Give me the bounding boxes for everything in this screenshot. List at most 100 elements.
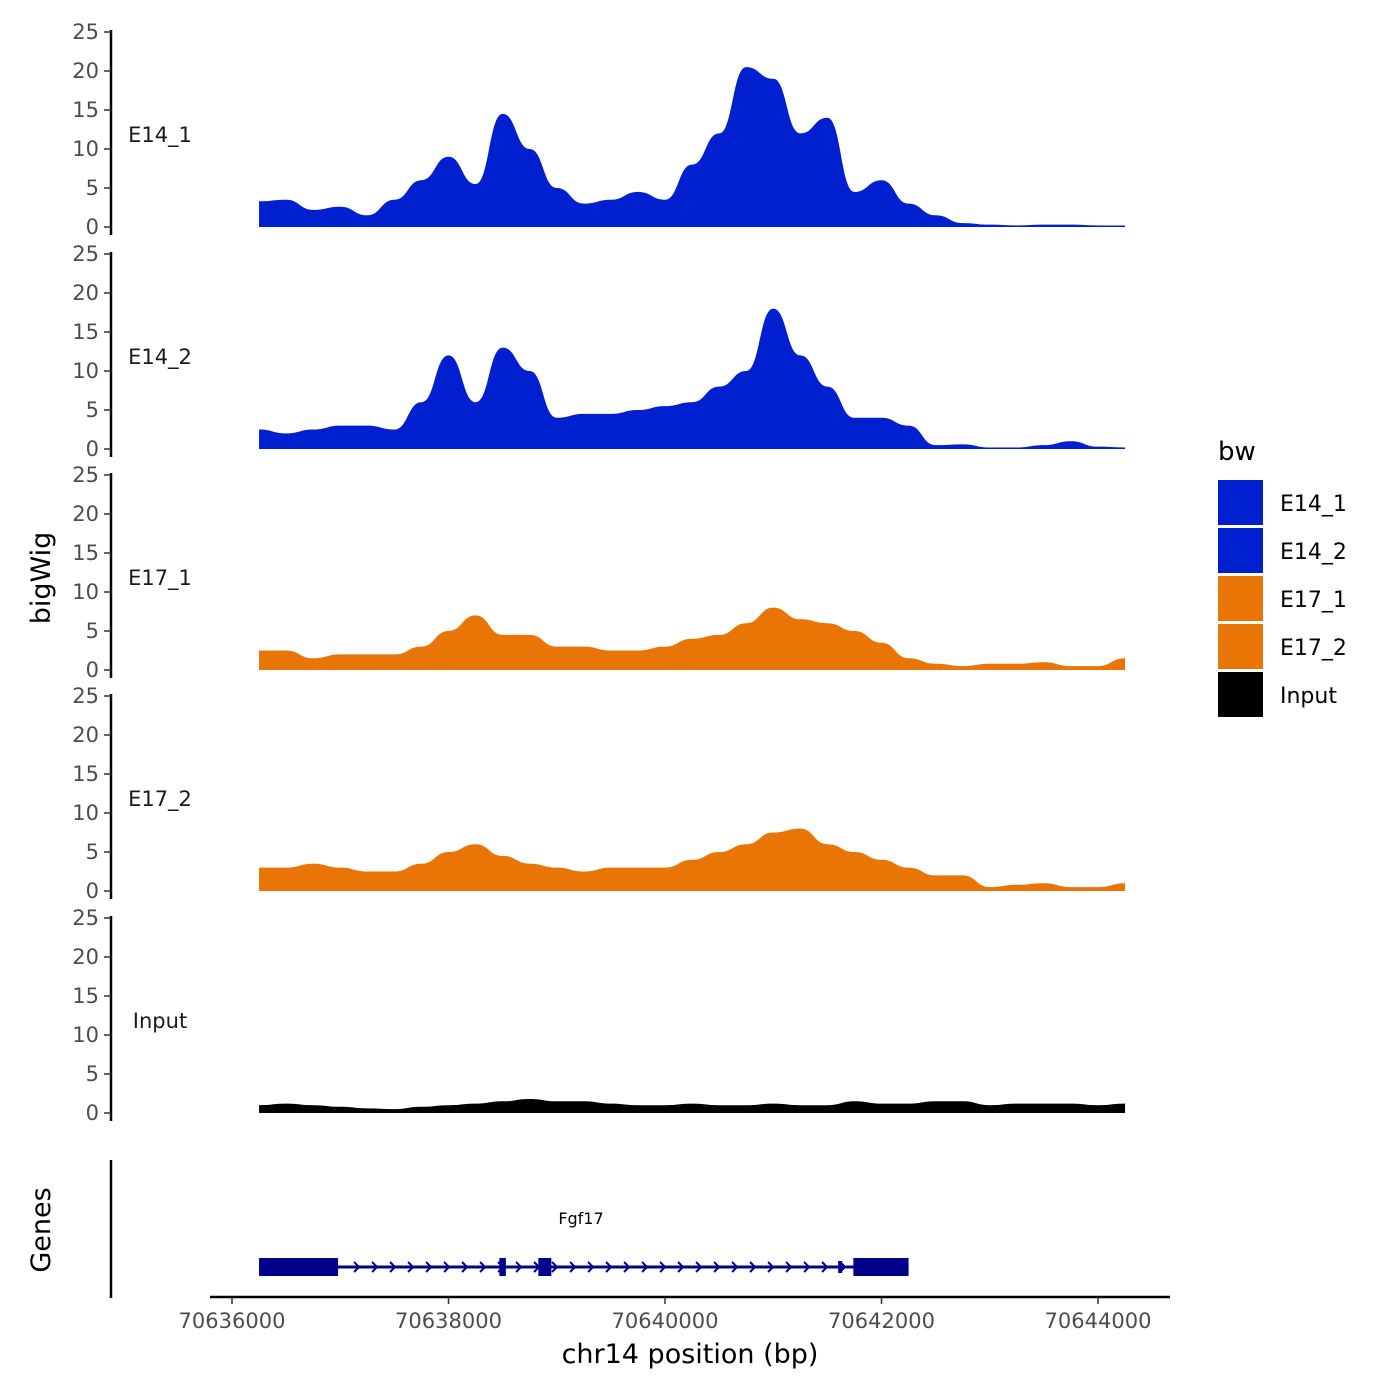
y-tick-label: 15 (72, 320, 99, 344)
y-tick-label: 10 (72, 137, 99, 161)
y-tick-label: 25 (72, 684, 99, 708)
y-tick-label: 10 (72, 801, 99, 825)
legend-swatch (1218, 528, 1263, 573)
x-tick-label: 70638000 (395, 1309, 502, 1333)
y-tick-label: 5 (86, 398, 99, 422)
y-tick-label: 10 (72, 580, 99, 604)
legend-swatch (1218, 624, 1263, 669)
gene-exon (838, 1261, 843, 1273)
strand-arrow (515, 1261, 523, 1273)
gene-exon (853, 1258, 909, 1276)
signal-tracks: 0 5 10 15 20 25 E14_1 0 5 10 15 20 25 E14_2 0 5 10 15 20 25… (72, 20, 1126, 1125)
y-tick-label: 0 (86, 437, 99, 461)
y-tick-label: 0 (86, 658, 99, 682)
area-E17_1 (259, 607, 1126, 670)
strand-arrow (551, 1261, 559, 1273)
track-E17_2: 0 5 10 15 20 25 E17_2 (72, 684, 1126, 903)
y-tick-label: 25 (72, 242, 99, 266)
legend-label: E17_2 (1280, 636, 1347, 661)
y-tick-label: 25 (72, 20, 99, 44)
strand-arrow (479, 1261, 487, 1273)
strand-arrow (569, 1261, 577, 1273)
gene-label: Fgf17 (558, 1209, 603, 1228)
area-E17_2 (259, 828, 1126, 891)
gene-exon (259, 1258, 339, 1276)
strand-arrow (371, 1261, 379, 1273)
strand-arrow (461, 1261, 469, 1273)
y-tick-label: 20 (72, 723, 99, 747)
track-E14_2: 0 5 10 15 20 25 E14_2 (72, 242, 1126, 461)
track-Input: 0 5 10 15 20 25 Input (72, 906, 1126, 1125)
track-label: E14_2 (128, 345, 192, 370)
legend-swatch (1218, 480, 1263, 525)
y-tick-label: 5 (86, 1062, 99, 1086)
track-label: E17_2 (128, 787, 192, 812)
legend-label: E17_1 (1280, 588, 1347, 613)
y-tick-label: 5 (86, 176, 99, 200)
genes-axis-title: Genes (26, 1187, 57, 1272)
y-tick-label: 20 (72, 502, 99, 526)
strand-arrow (587, 1261, 595, 1273)
y-tick-label: 15 (72, 541, 99, 565)
genes-panel: Fgf17 (109, 1160, 909, 1298)
strand-arrow (425, 1261, 433, 1273)
legend-label: E14_1 (1280, 492, 1347, 517)
track-label: E17_1 (128, 566, 192, 591)
x-axis: 70636000 70638000 70640000 70642000 70644000 (179, 1295, 1170, 1333)
y-tick-label: 0 (86, 1101, 99, 1125)
strand-arrow (605, 1261, 613, 1273)
x-tick-label: 70642000 (828, 1309, 935, 1333)
strand-arrow (623, 1261, 631, 1273)
y-tick-label: 10 (72, 359, 99, 383)
area-E14_1 (259, 67, 1126, 227)
y-tick-label: 15 (72, 98, 99, 122)
y-tick-label: 15 (72, 762, 99, 786)
y-tick-label: 25 (72, 906, 99, 930)
strand-arrow (803, 1261, 811, 1273)
y-tick-label: 10 (72, 1023, 99, 1047)
track-E14_1: 0 5 10 15 20 25 E14_1 (72, 20, 1126, 239)
area-E14_2 (259, 308, 1126, 449)
track-E17_1: 0 5 10 15 20 25 E17_1 (72, 463, 1126, 682)
legend-label: Input (1280, 684, 1337, 709)
track-label: E14_1 (128, 123, 192, 148)
y-axis-title: bigWig (26, 532, 57, 625)
x-tick-label: 70644000 (1045, 1309, 1152, 1333)
strand-arrow (785, 1261, 793, 1273)
legend-label: E14_2 (1280, 540, 1347, 565)
legend-swatch (1218, 672, 1263, 717)
strand-arrow (677, 1261, 685, 1273)
y-tick-label: 0 (86, 215, 99, 239)
strand-arrow (695, 1261, 703, 1273)
strand-arrow (389, 1261, 397, 1273)
strand-arrow (713, 1261, 721, 1273)
x-tick-label: 70636000 (179, 1309, 286, 1333)
legend: bw E14_1 E14_2 E17_1 E17_2 Input (1218, 437, 1347, 717)
y-tick-label: 0 (86, 879, 99, 903)
strand-arrow (749, 1261, 757, 1273)
track-label: Input (133, 1009, 187, 1033)
y-tick-label: 20 (72, 945, 99, 969)
area-Input (259, 1098, 1126, 1113)
legend-title: bw (1218, 437, 1256, 467)
strand-arrow (353, 1261, 361, 1273)
y-tick-label: 15 (72, 984, 99, 1008)
strand-arrow (407, 1261, 415, 1273)
gene-Fgf17: Fgf17 (259, 1209, 909, 1276)
gene-exon (538, 1258, 552, 1276)
gene-exon (499, 1258, 506, 1276)
y-tick-label: 20 (72, 281, 99, 305)
y-tick-label: 20 (72, 59, 99, 83)
legend-swatch (1218, 576, 1263, 621)
strand-arrow (659, 1261, 667, 1273)
x-axis-title: chr14 position (bp) (562, 1339, 819, 1370)
strand-arrow (767, 1261, 775, 1273)
y-tick-label: 25 (72, 463, 99, 487)
y-tick-label: 5 (86, 840, 99, 864)
strand-arrow (731, 1261, 739, 1273)
strand-arrow (821, 1261, 829, 1273)
strand-arrow (443, 1261, 451, 1273)
y-tick-label: 5 (86, 619, 99, 643)
strand-arrow (641, 1261, 649, 1273)
